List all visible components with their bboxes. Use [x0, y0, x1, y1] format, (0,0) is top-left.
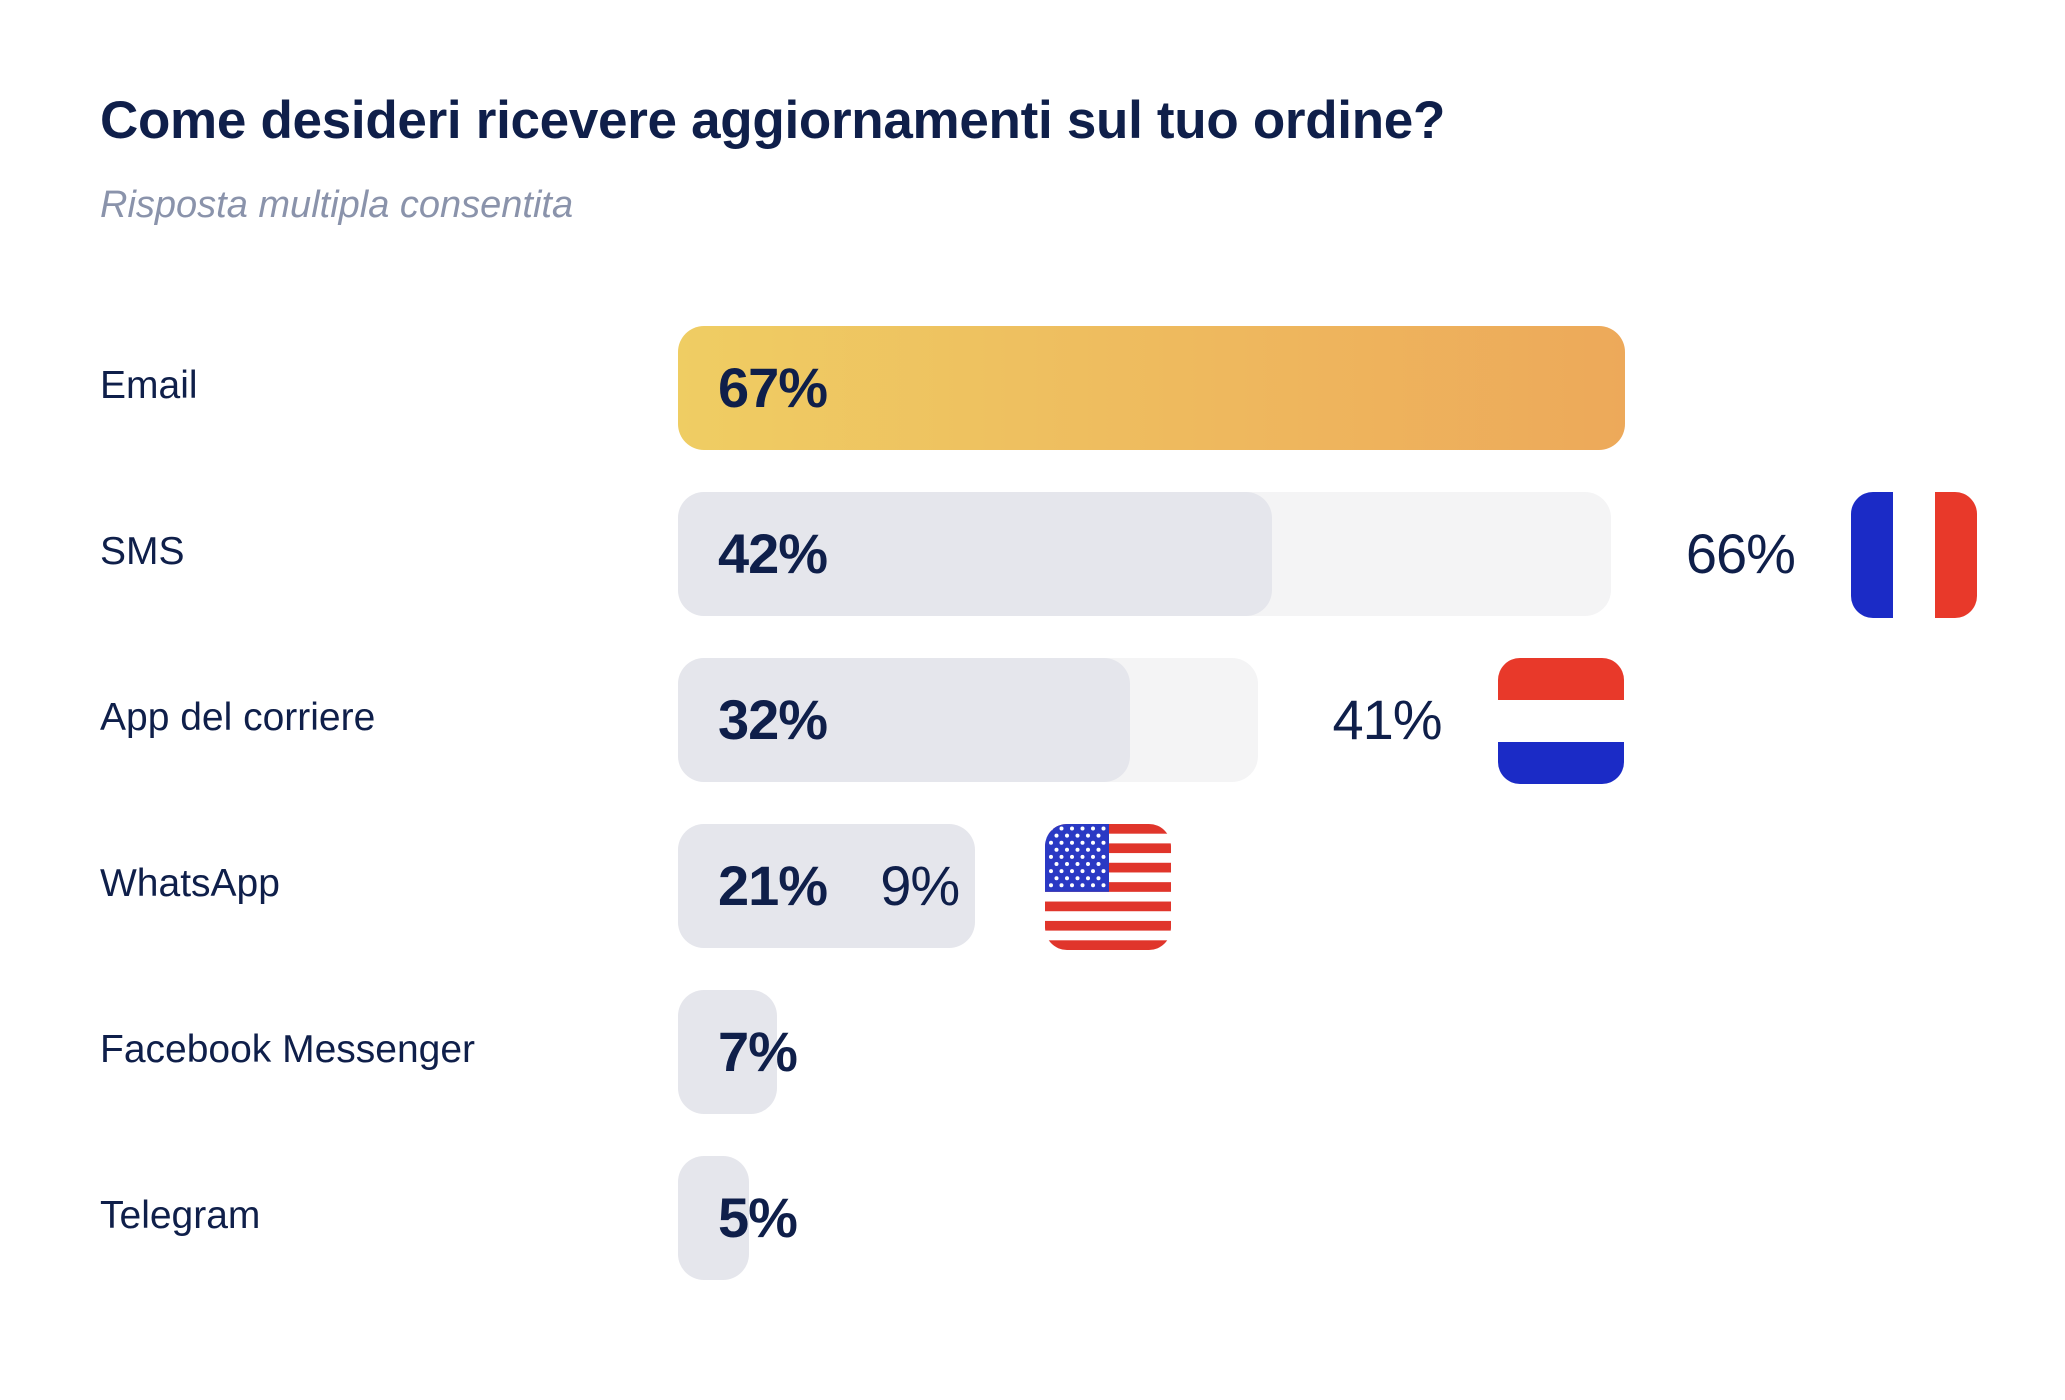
france-flag-icon	[1850, 492, 1977, 618]
value-bar	[678, 824, 975, 948]
value-bar	[678, 492, 1272, 616]
comparison-value-label: 41%	[1332, 688, 1443, 751]
chart-subtitle: Risposta multipla consentita	[100, 184, 574, 226]
category-label: Facebook Messenger	[100, 1028, 476, 1071]
category-label: WhatsApp	[100, 862, 280, 905]
category-label: Telegram	[100, 1194, 261, 1237]
value-label: 67%	[718, 356, 828, 419]
category-label: SMS	[100, 530, 185, 573]
value-label: 32%	[718, 688, 828, 751]
value-label: 42%	[718, 522, 828, 585]
chart-title: Come desideri ricevere aggiornamenti sul…	[100, 91, 1446, 150]
netherlands-flag-icon	[1497, 658, 1624, 784]
value-bar	[678, 990, 777, 1114]
value-bar	[678, 1156, 749, 1280]
category-label: Email	[100, 364, 198, 407]
value-label: 21%	[718, 854, 828, 917]
value-label: 7%	[718, 1020, 798, 1083]
category-label: App del corriere	[100, 696, 376, 739]
comparison-value-label: 9%	[880, 854, 960, 917]
usa-flag-icon	[1045, 824, 1172, 950]
comparison-value-label: 66%	[1685, 522, 1796, 585]
value-bar	[678, 658, 1131, 782]
value-label: 5%	[718, 1186, 798, 1249]
value-bar	[678, 326, 1625, 450]
